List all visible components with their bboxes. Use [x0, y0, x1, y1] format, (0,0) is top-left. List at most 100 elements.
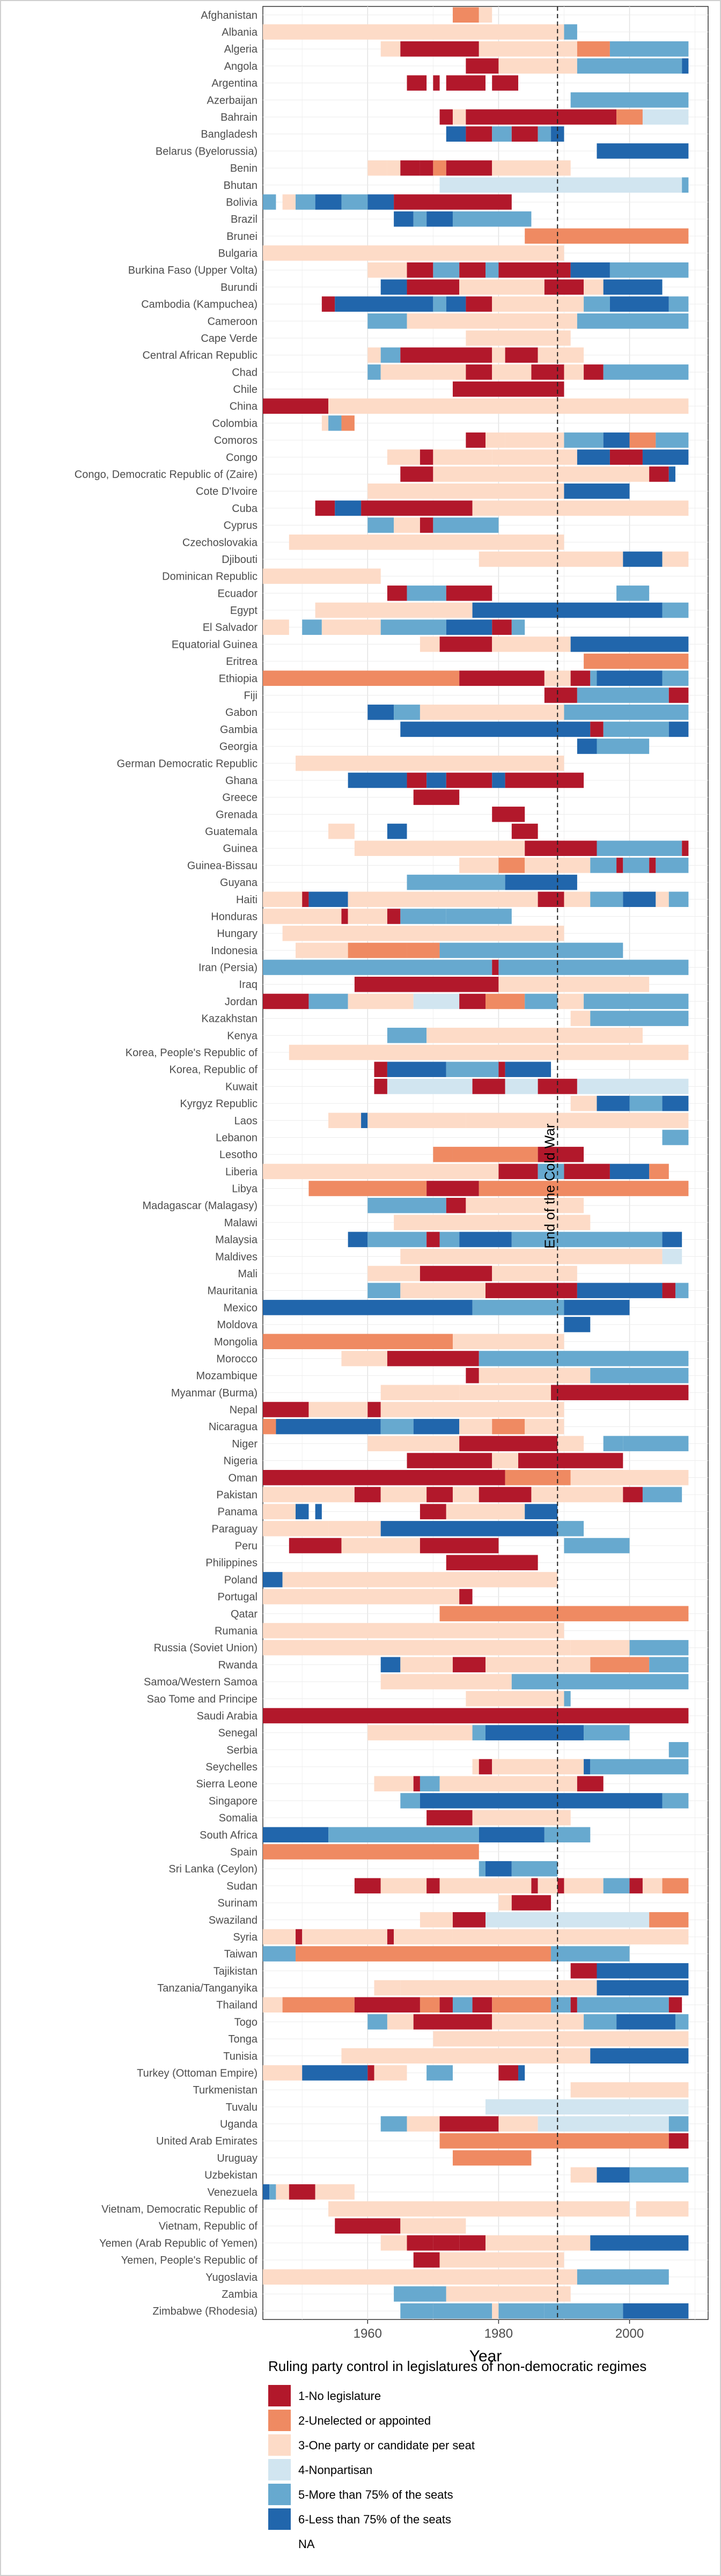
- period-bar: [459, 262, 485, 278]
- period-bar: [498, 1895, 512, 1911]
- period-bar: [321, 415, 329, 431]
- period-bar: [492, 807, 525, 822]
- period-bar: [662, 551, 689, 567]
- period-bar: [466, 432, 485, 448]
- period-bar: [577, 313, 689, 329]
- period-bar: [400, 1283, 485, 1298]
- period-bar: [348, 772, 407, 788]
- period-bar: [420, 1997, 440, 2012]
- period-bar: [380, 1521, 558, 1536]
- country-label: Mozambique: [196, 1370, 258, 1382]
- period-bar: [590, 891, 623, 908]
- period-bar: [446, 1062, 499, 1077]
- period-bar: [296, 1946, 551, 1962]
- period-bar: [642, 109, 689, 125]
- period-bar: [511, 619, 525, 635]
- period-bar: [616, 586, 650, 601]
- country-label: Haiti: [236, 894, 258, 906]
- country-label: Cote D'Ivoire: [196, 486, 258, 497]
- period-bar: [446, 909, 512, 924]
- country-label: Equatorial Guinea: [172, 639, 258, 650]
- period-bar: [263, 1827, 329, 1843]
- legend-label: 5-More than 75% of the seats: [298, 2488, 453, 2501]
- period-bar: [302, 891, 309, 908]
- period-bar: [263, 909, 342, 924]
- period-bar: [505, 1062, 551, 1077]
- period-bar: [603, 721, 669, 737]
- period-bar: [459, 670, 545, 686]
- period-bar: [380, 619, 446, 635]
- country-label: Uzbekistan: [204, 2170, 258, 2182]
- period-bar: [570, 1963, 597, 1979]
- period-bar: [629, 2167, 689, 2183]
- country-label: Ghana: [225, 775, 258, 787]
- legend-swatch: [268, 2533, 291, 2555]
- period-bar: [479, 1759, 492, 1775]
- period-bar: [577, 687, 669, 703]
- country-label: German Democratic Republic: [117, 758, 258, 770]
- period-bar: [367, 483, 564, 499]
- period-bar: [446, 296, 466, 312]
- period-bar: [315, 194, 342, 210]
- period-bar: [557, 1436, 584, 1452]
- country-label: Yemen (Arab Republic of Yemen): [99, 2237, 258, 2249]
- country-label: Russia (Soviet Union): [154, 1642, 258, 1654]
- period-bar: [564, 466, 650, 482]
- period-bar: [485, 1725, 584, 1740]
- period-bar: [466, 364, 492, 380]
- period-bar: [354, 1487, 381, 1503]
- period-bar: [682, 58, 689, 74]
- period-bar: [511, 823, 538, 839]
- period-bar: [472, 1079, 505, 1094]
- period-bar: [538, 126, 551, 142]
- period-bar: [341, 2048, 591, 2064]
- period-bar: [609, 1163, 650, 1180]
- period-bar: [551, 1997, 571, 2012]
- period-bar: [642, 449, 689, 465]
- country-label: Poland: [224, 1574, 258, 1586]
- period-bar: [525, 1418, 564, 1435]
- period-bar: [269, 2184, 276, 2200]
- period-bar: [367, 2065, 374, 2081]
- period-bar: [492, 75, 519, 91]
- period-bar: [394, 517, 420, 533]
- period-bar: [394, 211, 414, 227]
- country-label: Philippines: [205, 1557, 258, 1569]
- period-bar: [662, 1283, 675, 1298]
- period-bar: [498, 976, 650, 992]
- country-label: Turkey (Ottoman Empire): [137, 2067, 258, 2079]
- period-bar: [380, 2116, 407, 2132]
- period-bar: [308, 891, 348, 908]
- country-label: Indonesia: [211, 945, 258, 957]
- period-bar: [564, 1316, 591, 1333]
- period-bar: [590, 1367, 689, 1384]
- period-bar: [623, 2303, 689, 2319]
- period-bar: [531, 364, 564, 380]
- country-label: Iraq: [239, 979, 258, 991]
- period-bar: [485, 432, 505, 448]
- period-bar: [289, 2184, 315, 2200]
- country-label: Belarus (Byelorussia): [156, 145, 258, 157]
- legend-swatch: [268, 2508, 291, 2530]
- period-bar: [400, 1980, 597, 1996]
- period-bar: [570, 2167, 597, 2183]
- period-bar: [538, 1146, 584, 1162]
- period-bar: [485, 194, 512, 210]
- period-bar: [420, 1912, 453, 1928]
- period-bar: [629, 1640, 689, 1656]
- period-bar: [577, 738, 597, 754]
- period-bar: [538, 347, 584, 363]
- period-bar: [492, 2014, 584, 2030]
- period-bar: [590, 858, 617, 873]
- period-bar: [426, 1028, 643, 1043]
- period-bar: [263, 1623, 564, 1638]
- period-bar: [446, 619, 492, 635]
- period-bar: [263, 993, 309, 1009]
- period-bar: [413, 211, 427, 227]
- period-bar: [407, 1453, 492, 1468]
- period-bar: [544, 687, 577, 703]
- period-bar: [341, 909, 348, 924]
- period-bar: [511, 1895, 551, 1911]
- period-bar: [446, 160, 492, 176]
- period-bar: [479, 1861, 485, 1877]
